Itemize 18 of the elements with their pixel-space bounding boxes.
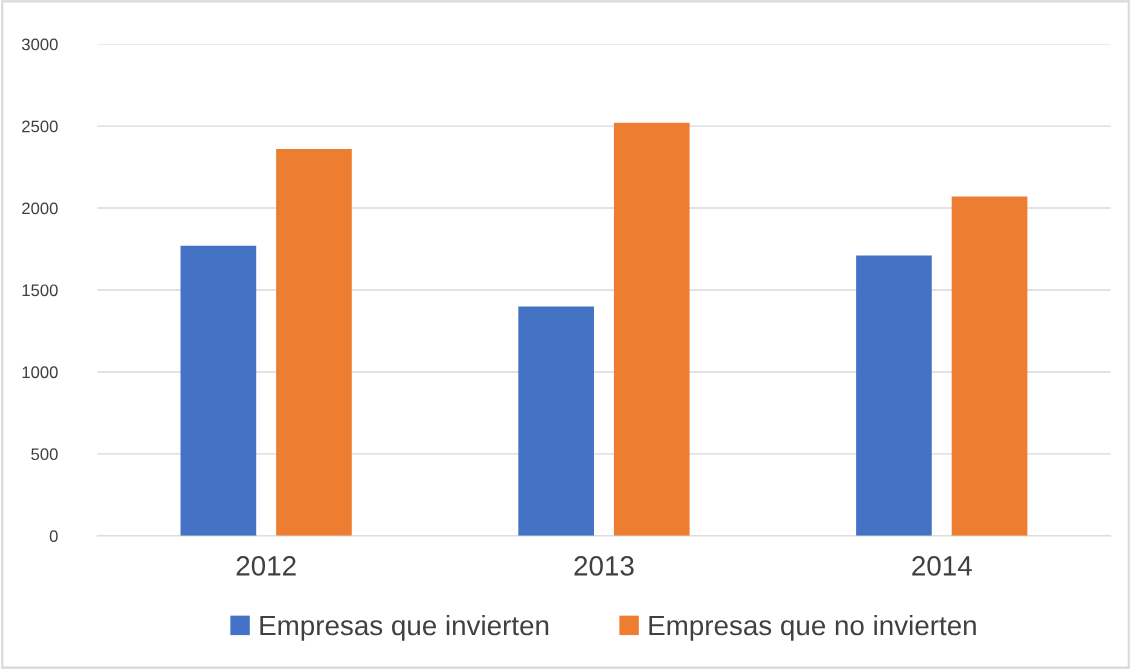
y-tick-label: 0	[49, 530, 58, 543]
y-tick-label: 500	[31, 448, 58, 461]
y-tick-label: 1000	[22, 366, 58, 379]
bar	[951, 196, 1028, 536]
legend-label: Empresas que no invierten	[649, 614, 976, 641]
x-tick-label: 2012	[236, 556, 296, 576]
x-tick-label: 2014	[912, 556, 972, 576]
bar	[613, 122, 690, 536]
y-tick-label: 1500	[22, 284, 58, 297]
bar	[180, 245, 257, 536]
bar	[518, 306, 594, 536]
bar	[276, 149, 352, 536]
y-tick-label: 2000	[22, 202, 58, 215]
x-tick-label: 2013	[574, 556, 634, 576]
bar	[856, 255, 932, 536]
y-tick-label: 2500	[22, 120, 58, 133]
legend-label: Empresas que invierten	[260, 614, 549, 641]
y-tick-label: 3000	[21, 38, 58, 51]
